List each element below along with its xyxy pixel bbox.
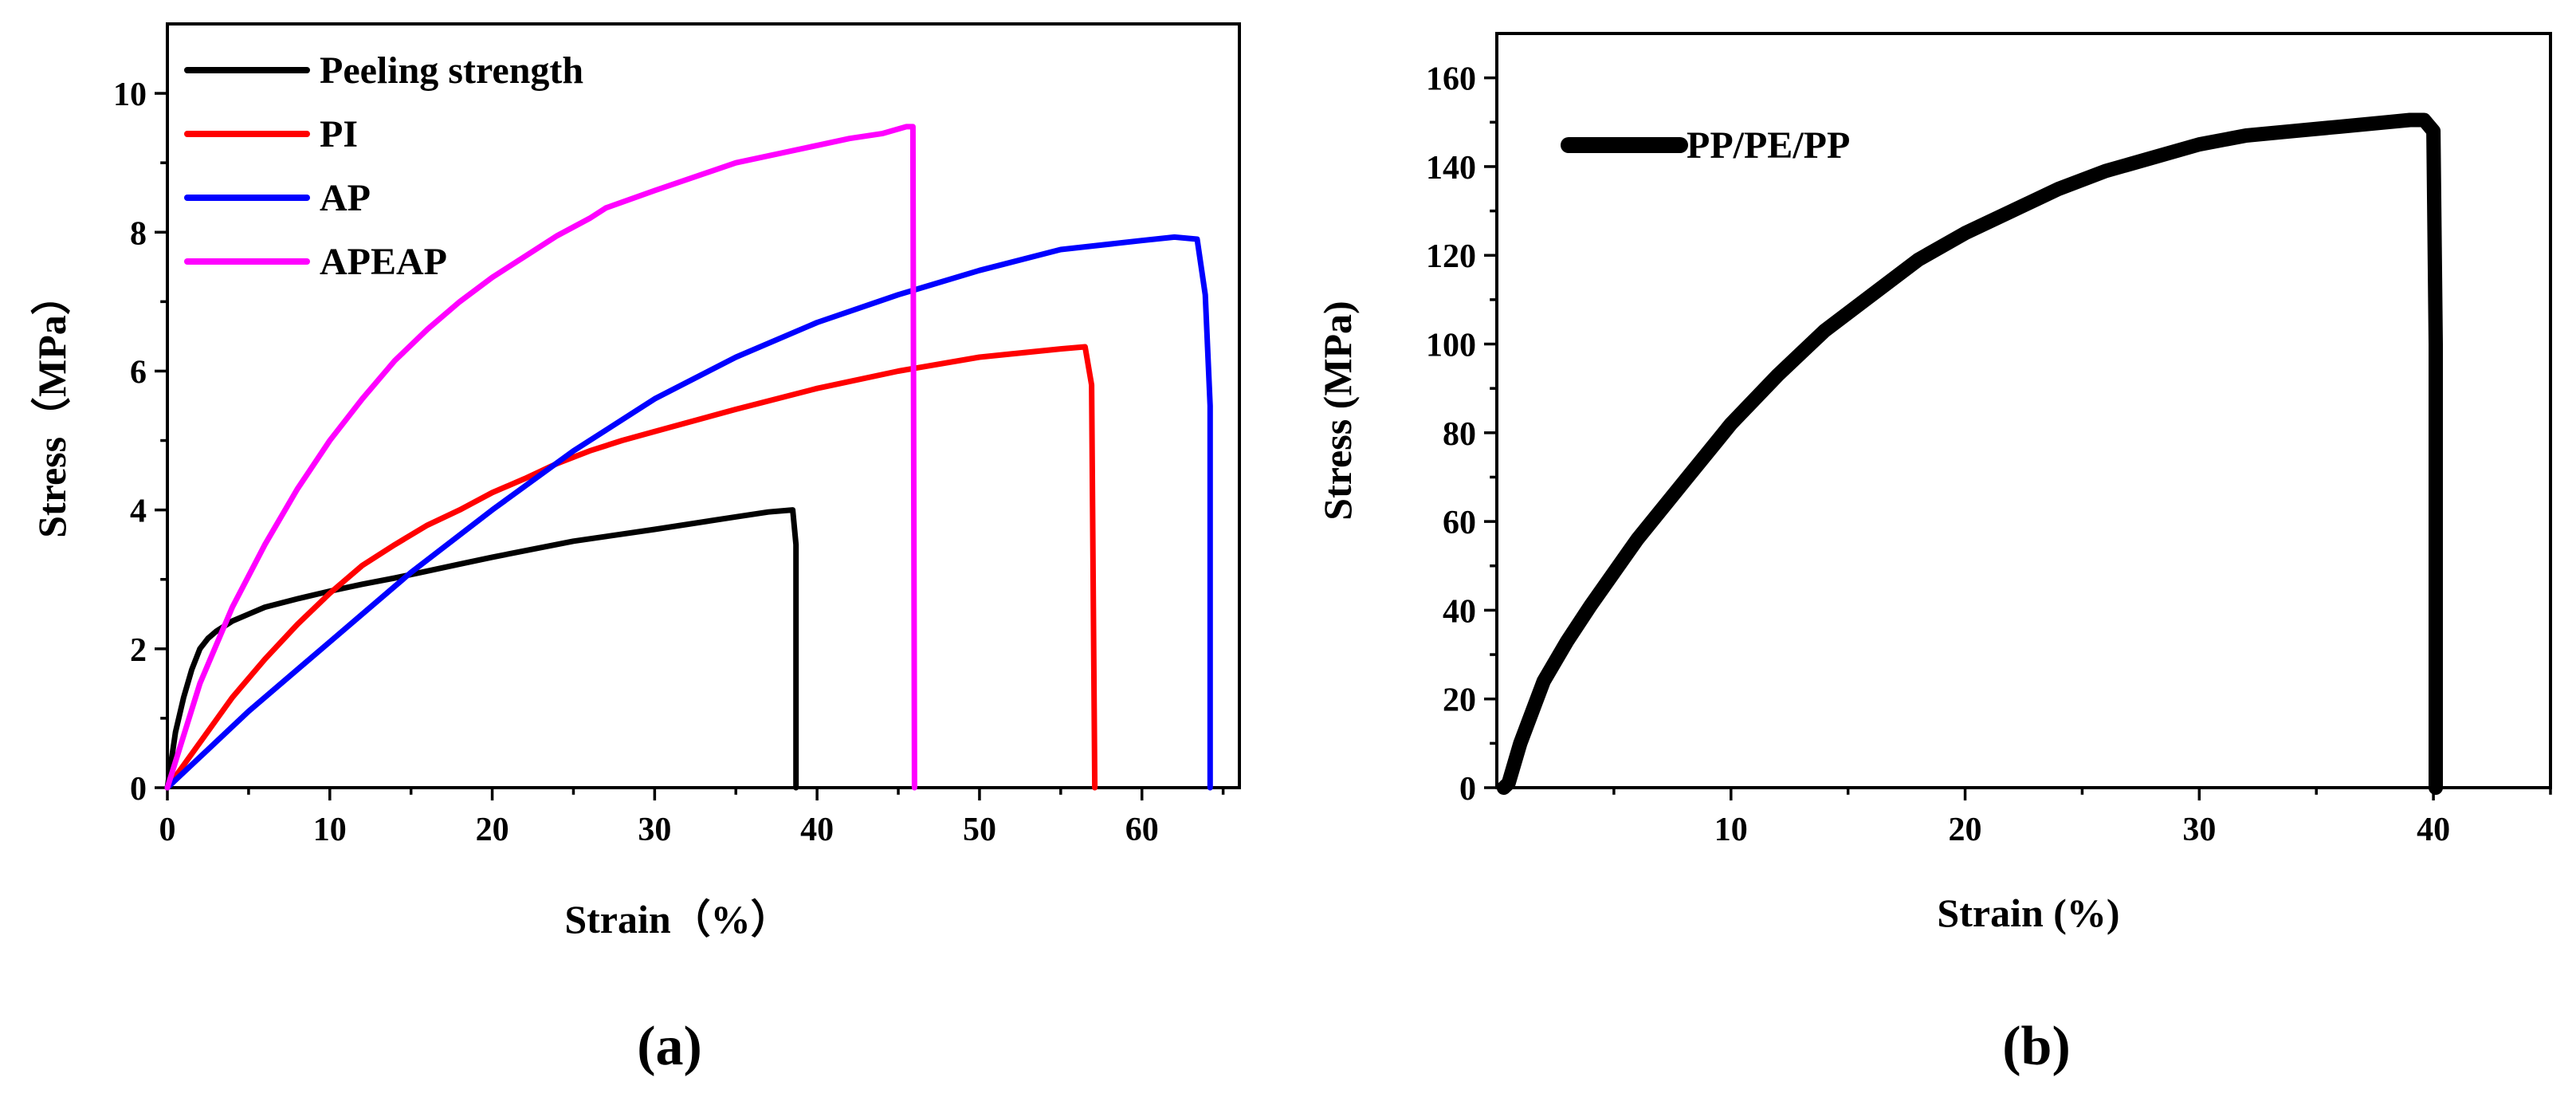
- y-tick-label: 60: [1443, 505, 1476, 541]
- series-line-pi: [164, 344, 1098, 791]
- legend-label: AP: [320, 177, 371, 219]
- x-tick-label: 20: [1949, 812, 1982, 848]
- legend-label: PP/PE/PP: [1687, 124, 1850, 167]
- legend-label: APEAP: [320, 241, 447, 283]
- series-group-a: [164, 124, 1213, 791]
- x-tick-label: 20: [476, 812, 509, 848]
- series-group-b: [1496, 112, 2443, 795]
- legend-a: Peeling strength PI AP APEAP: [184, 49, 583, 283]
- y-tick-label: 8: [130, 215, 147, 252]
- y-tick-label: 2: [130, 632, 147, 669]
- y-tick-label: 10: [113, 77, 147, 113]
- y-tick-label: 140: [1426, 150, 1476, 187]
- x-tick-label: 10: [1714, 812, 1748, 848]
- legend-label: PI: [320, 113, 358, 155]
- x-tick-label: 30: [2182, 812, 2216, 848]
- y-tick-label: 120: [1426, 238, 1476, 275]
- y-tick-label: 100: [1426, 328, 1476, 364]
- y-tick-label: 0: [130, 771, 147, 808]
- y-tick-label: 40: [1443, 593, 1476, 630]
- x-tick-label: 10: [313, 812, 347, 848]
- legend-label: Peeling strength: [320, 49, 583, 92]
- y-axis-title-a: Stress（MPa）: [29, 275, 74, 538]
- x-tick-label: 60: [1125, 812, 1159, 848]
- y-tick-label: 0: [1459, 771, 1476, 808]
- x-tick-label: 30: [638, 812, 671, 848]
- plot-frame-a: [166, 22, 1241, 789]
- panel-label-a: (a): [637, 1016, 702, 1077]
- series-line-apeap: [164, 124, 917, 791]
- plot-frame-b: [1495, 32, 2552, 789]
- chart-panel-a: 0 10 20 30 40 50 60 0 2 4 6 8 10 Peeling strength PI A…: [29, 22, 1241, 1077]
- y-tick-label: 160: [1426, 61, 1476, 98]
- y-tick-label: 6: [130, 354, 147, 391]
- series-line-pp-pe-pp: [1496, 112, 2443, 795]
- series-line-peeling-strength: [164, 507, 799, 791]
- legend-b: PP/PE/PP: [1561, 124, 1850, 167]
- x-tick-label: 40: [800, 812, 834, 848]
- y-tick-label: 80: [1443, 416, 1476, 453]
- y-tick-label: 4: [130, 493, 147, 530]
- x-axis-title-a: Strain（%）: [564, 897, 790, 942]
- y-tick-label: 20: [1443, 682, 1476, 719]
- series-line-ap: [164, 234, 1213, 791]
- axis-ticks-a: 0 10 20 30 40 50 60 0 2 4 6 8 10: [113, 77, 1225, 848]
- x-tick-label: 0: [159, 812, 176, 848]
- x-tick-label: 40: [2417, 812, 2450, 848]
- panel-label-b: (b): [2002, 1016, 2071, 1077]
- x-axis-title-b: Strain (%): [1937, 891, 2119, 935]
- axis-ticks-b: 10 20 30 40 0 20 40 60 80 100 120 140 160: [1426, 61, 2552, 848]
- chart-panel-b: 10 20 30 40 0 20 40 60 80 100 120 140 160 PP/PE/PP S…: [1315, 32, 2552, 1077]
- y-axis-title-b: Stress (MPa): [1315, 301, 1360, 520]
- x-tick-label: 50: [963, 812, 996, 848]
